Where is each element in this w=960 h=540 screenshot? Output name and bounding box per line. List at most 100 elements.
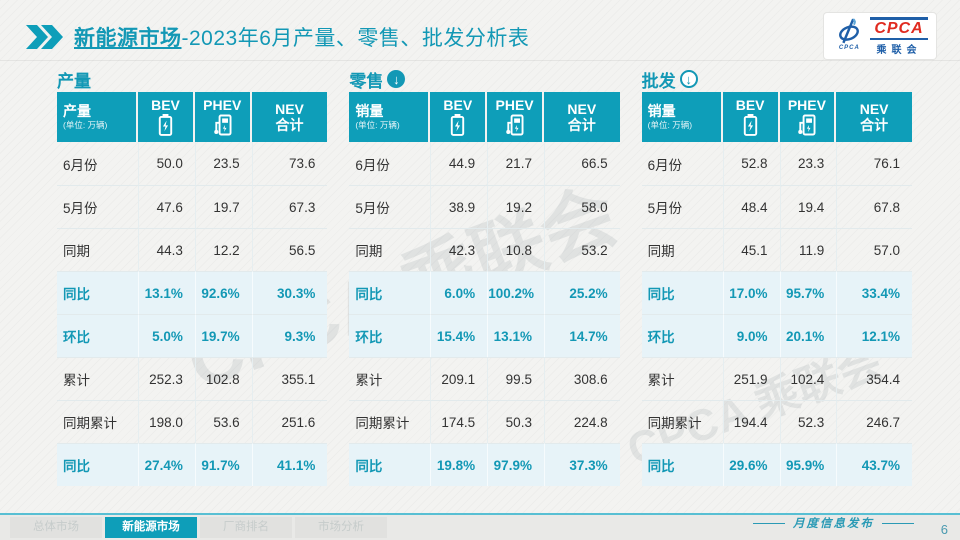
corner-label: 销量 [647,102,676,119]
cell-value: 19.7% [194,314,252,357]
cell-value: 194.4 [722,400,780,443]
cell-value: 41.1% [251,443,328,486]
cell-value: 5.0% [138,314,195,357]
cell-value: 44.3 [138,228,195,271]
cell-value: 19.4 [779,185,837,228]
cell-value: 15.4% [430,314,488,357]
column-header-nev: NEV 合计 [251,92,328,142]
production-section-label: 产量 [57,71,91,91]
cell-value: 56.5 [251,228,328,271]
production-table-section: 产量 产量 (单位: 万辆) BEV PHEV NEV 合计 6月份 50.0 23.5 73.6 5… [57,66,328,486]
table-row: 累计 252.3 102.8 355.1 [57,357,328,400]
unit-note: (单位: 万辆) [355,119,400,130]
tab-4[interactable]: 市场分析 [295,517,387,538]
retail-data-table: 销量 (单位: 万辆) BEV PHEV NEV 合计 6月份 44.9 21.7 66.5 5月份… [349,92,620,486]
cell-value: 12.1% [836,314,912,357]
cell-value: 47.6 [138,185,195,228]
column-header-bev: BEV [138,92,195,142]
cell-value: 21.7 [487,142,544,185]
table-row: 环比 15.4% 13.1% 14.7% [349,314,620,357]
cell-value: 33.4% [836,271,912,314]
cell-value: 19.8% [430,443,488,486]
cell-value: 92.6% [194,271,252,314]
cell-value: 6.0% [430,271,488,314]
table-row: 同期累计 194.4 52.3 246.7 [641,400,912,443]
row-label: 6月份 [63,157,98,173]
cell-value: 224.8 [543,400,620,443]
column-header-bev: BEV [722,92,780,142]
row-label: 同期累计 [349,400,431,443]
table-row: 同比 19.8% 97.9% 37.3% [349,443,620,486]
table-row: 累计 251.9 102.4 354.4 [641,357,912,400]
row-label: 同比 [349,443,431,486]
column-header-phev: PHEV [487,92,544,142]
row-label: 5月份 [349,185,431,228]
wholesale-data-table: 销量 (单位: 万辆) BEV PHEV NEV 合计 6月份 52.8 23.3 76.1 5月份… [641,92,912,486]
cell-value: 29.6% [722,443,780,486]
row-label: 6月份 [355,157,390,173]
cell-value: 13.1% [138,271,195,314]
wholesale-corner-header: 销量 (单位: 万辆) [641,92,723,142]
corner-label: 销量 [355,102,384,119]
cell-value: 9.3% [251,314,328,357]
bottom-tabs: 总体市场 新能源市场 厂商排名 市场分析 [10,517,387,538]
column-label: PHEV [203,97,242,113]
cpca-swoosh-icon: CPCA [832,17,866,55]
retail-section-title: 零售 ↓ [349,66,619,92]
table-row: 同期 45.1 11.9 57.0 [641,228,912,271]
cell-value: 19.7 [194,185,252,228]
row-label: 同比 [57,271,139,314]
column-label: PHEV [495,97,534,113]
table-row: 6月份 44.9 21.7 66.5 [349,142,619,185]
header-divider [0,60,960,61]
table-row: 5月份 47.6 19.7 67.3 [57,185,328,228]
cell-value: 12.2 [194,228,252,271]
cell-value: 17.0% [722,271,780,314]
column-label: PHEV [787,97,826,113]
cell-value: 66.5 [543,142,620,185]
cell-value: 354.4 [836,357,912,400]
table-row: 6月份 52.8 23.3 76.1 [642,142,912,185]
table-row: 累计 209.1 99.5 308.6 [349,357,620,400]
tab-2[interactable]: 新能源市场 [105,517,197,538]
down-arrow-icon: ↓ [387,70,406,88]
cell-value: 42.3 [430,228,488,271]
tab-1[interactable]: 总体市场 [10,517,102,538]
cell-value: 48.4 [722,185,780,228]
row-label: 环比 [57,314,139,357]
cell-value: 355.1 [251,357,328,400]
cell-value: 9.0% [722,314,780,357]
tab-3[interactable]: 厂商排名 [200,517,292,538]
cell-value: 76.1 [836,142,912,185]
row-label: 同期累计 [641,400,723,443]
cell-value: 95.7% [779,271,837,314]
charger-icon [797,114,816,136]
row-label: 累计 [349,357,431,400]
table-row: 同比 29.6% 95.9% 43.7% [641,443,912,486]
production-corner-header: 产量 (单位: 万辆) [57,92,139,142]
table-row: 同期 42.3 10.8 53.2 [349,228,620,271]
battery-icon [158,114,173,136]
cell-value: 10.8 [487,228,544,271]
row-label: 5月份 [641,185,723,228]
column-label-line2: 合计 [567,116,596,133]
page-title-topic: 新能源市场 [74,27,182,50]
retail-corner-header: 销量 (单位: 万辆) [349,92,431,142]
row-label: 同比 [349,271,431,314]
logo-acronym: CPCA [870,16,928,40]
cell-value: 308.6 [543,357,620,400]
column-header-phev: PHEV [194,92,252,142]
logo-wordmark: CPCA 乘联会 [870,16,928,56]
cell-value: 57.0 [836,228,912,271]
column-label-line2: 合计 [275,116,304,133]
cell-value: 23.3 [779,142,837,185]
cell-value: 251.9 [722,357,780,400]
row-label: 5月份 [57,185,139,228]
column-label: BEV [735,97,765,113]
cell-value: 50.3 [487,400,544,443]
down-arrow-icon: ↓ [679,70,698,88]
column-header-nev: NEV 合计 [543,92,620,142]
cell-value: 23.5 [194,142,252,185]
row-label: 同期 [641,228,723,271]
caption-line-left [753,522,785,524]
